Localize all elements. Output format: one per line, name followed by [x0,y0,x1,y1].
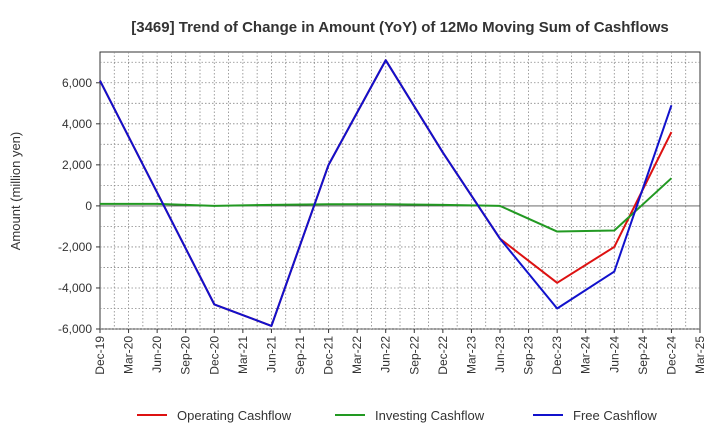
x-tick-label: Jun-22 [379,336,393,373]
x-tick-label: Mar-21 [236,336,250,374]
x-tick-label: Sep-20 [179,336,193,375]
x-tick-label: Mar-25 [693,336,707,374]
y-tick-label: 2,000 [62,158,92,172]
x-tick-label: Dec-21 [322,336,336,375]
x-tick-label: Dec-24 [664,336,678,375]
x-tick-label: Jun-21 [264,336,278,373]
y-axis-label: Amount (million yen) [8,132,23,251]
legend-label: Operating Cashflow [177,408,292,423]
x-tick-label: Mar-20 [122,336,136,374]
x-tick-label: Jun-24 [607,336,621,373]
y-axis: 6,000 4,000 2,000 0 -2,000 -4,000 -6,000 [58,76,100,336]
y-tick-label: 6,000 [62,76,92,90]
x-tick-label: Jun-20 [150,336,164,373]
y-tick-label: -4,000 [58,281,92,295]
y-tick-label: -2,000 [58,240,92,254]
x-tick-label: Jun-23 [493,336,507,373]
chart-title: [3469] Trend of Change in Amount (YoY) o… [131,19,669,36]
x-tick-label: Dec-22 [436,336,450,375]
x-tick-label: Dec-19 [93,336,107,375]
grid [100,52,700,330]
y-tick-label: -6,000 [58,322,92,336]
legend-label: Investing Cashflow [375,408,485,423]
x-tick-label: Mar-23 [464,336,478,374]
series-line-investing-cashflow [100,177,673,233]
series-line-free-cashflow [99,59,673,327]
x-tick-label: Sep-22 [407,336,421,375]
y-tick-label: 4,000 [62,117,92,131]
y-tick-label: 0 [85,199,92,213]
series-lines [99,59,673,327]
x-tick-label: Sep-21 [293,336,307,375]
x-tick-label: Sep-24 [636,336,650,375]
x-tick-label: Dec-23 [550,336,564,375]
legend: Operating Cashflow Investing Cashflow Free… [137,408,657,423]
x-tick-label: Mar-24 [579,336,593,374]
x-tick-label: Dec-20 [207,336,221,375]
legend-label: Free Cashflow [573,408,657,423]
x-tick-label: Mar-22 [350,336,364,374]
x-axis: Dec-19 Mar-20 Jun-20 Sep-20 Dec-20 Mar-21 Jun-… [93,329,707,375]
x-tick-label: Sep-23 [522,336,536,375]
